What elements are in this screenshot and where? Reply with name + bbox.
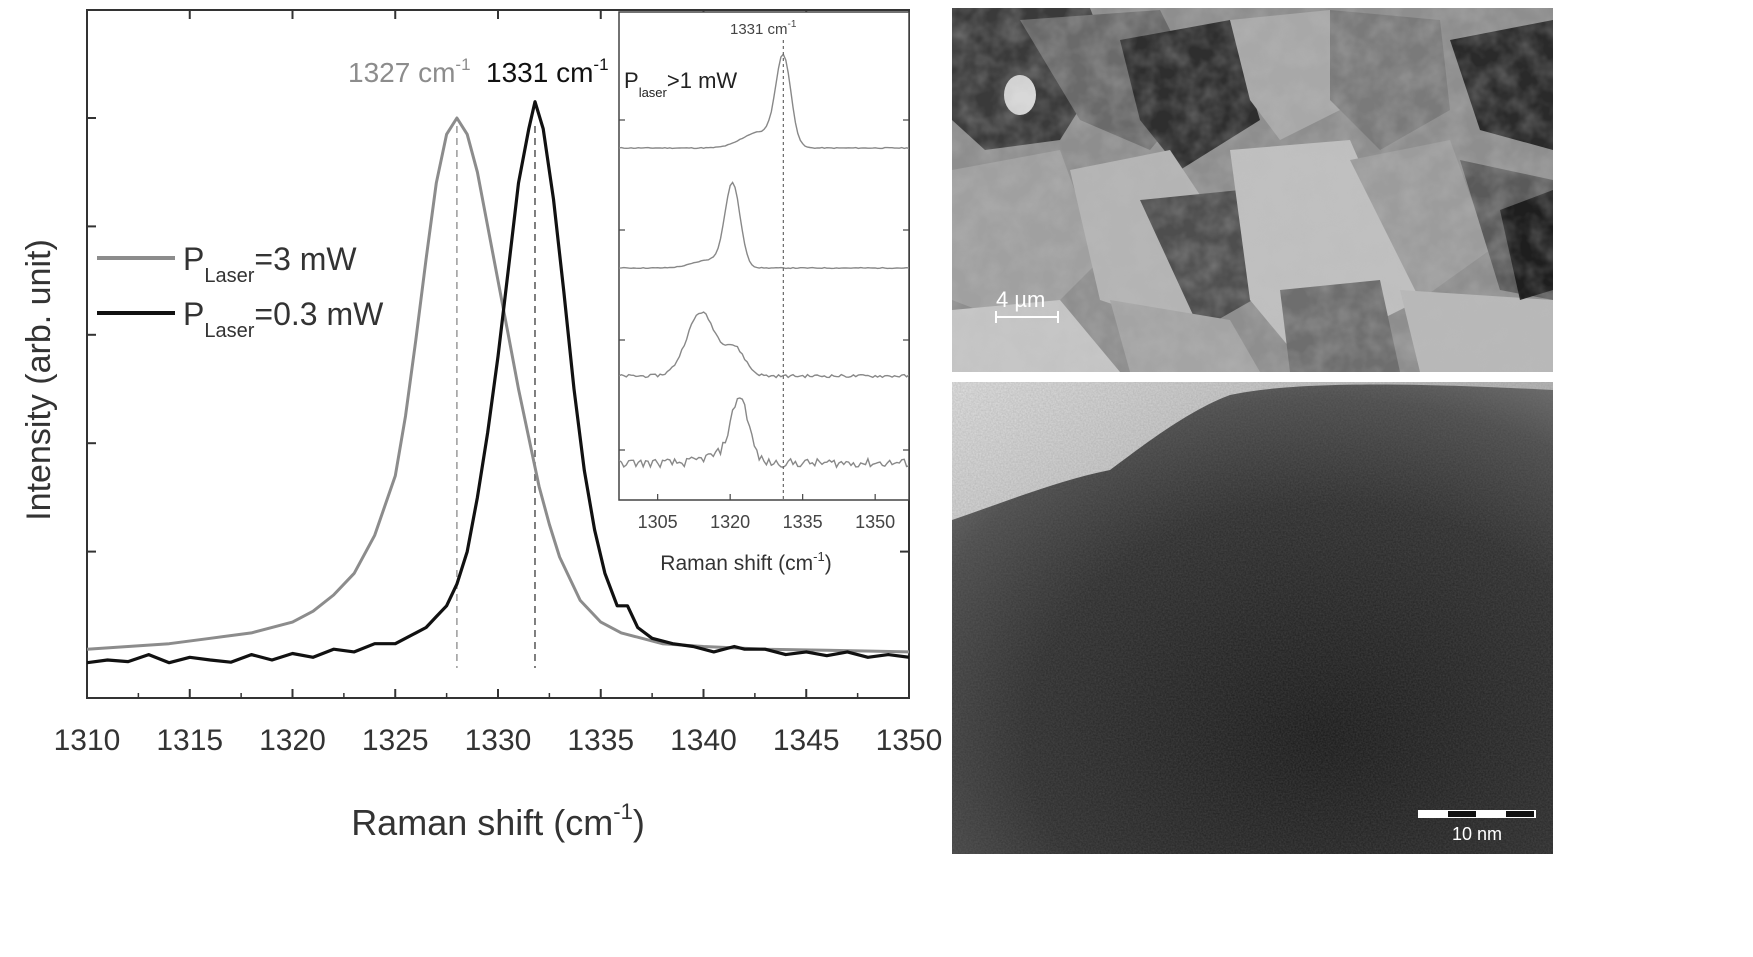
peak-label-0-3mw: 1331 cm-1 <box>486 55 609 88</box>
legend-label-3mw: PLaser=3 mW <box>183 241 357 287</box>
peak-label-3mw: 1327 cm-1 <box>348 55 471 88</box>
main-x-tick-label: 1335 <box>567 724 634 757</box>
main-x-tick-label: 1325 <box>362 724 429 757</box>
main-series-line-1 <box>87 100 909 665</box>
inset-x-tick-label: 1350 <box>855 512 895 532</box>
sem-micrograph: 4 µm <box>952 8 1553 372</box>
tem-micrograph: 10 nm <box>952 382 1553 854</box>
inset-plot-frame <box>618 11 910 501</box>
main-x-tick-label: 1320 <box>259 724 326 757</box>
inset-peak-label: 1331 cm-1 <box>730 19 797 38</box>
y-axis-label: Intensity (arb. unit) <box>20 239 58 521</box>
inset-x-tick-label: 1305 <box>638 512 678 532</box>
main-x-tick-label: 1315 <box>156 724 223 757</box>
raman-inset-chart: 1305 1320 1335 1350 1331 cm-1 Plaser>1 mW R… <box>618 11 910 575</box>
main-x-tick-label: 1310 <box>54 724 121 757</box>
sem-scale-label: 4 µm <box>996 287 1045 312</box>
inset-series-group <box>619 52 909 469</box>
inset-y-ticks <box>619 119 909 451</box>
inset-series-line-3 <box>619 397 909 469</box>
inset-legend: Plaser>1 mW <box>624 68 737 100</box>
main-x-tick-label: 1350 <box>876 724 943 757</box>
inset-background <box>619 12 909 500</box>
inset-x-tick-label: 1320 <box>710 512 750 532</box>
main-x-tick-label: 1330 <box>465 724 532 757</box>
tem-scale-bar <box>1418 810 1536 818</box>
main-series-group <box>87 100 909 665</box>
raman-main-chart: 1310 1315 1320 1325 1330 1335 1340 1345 1350 Int… <box>20 9 943 843</box>
main-x-ticks: 1310 1315 1320 1325 1330 1335 1340 1345 1350 <box>54 10 943 757</box>
x-axis-label: Raman shift (cm-1) <box>351 799 645 843</box>
main-peak-reference-lines <box>456 126 536 668</box>
main-x-tick-label: 1340 <box>670 724 737 757</box>
inset-x-tick-label: 1335 <box>783 512 823 532</box>
tem-scale-label: 10 nm <box>1452 824 1502 844</box>
inset-series-line-1 <box>619 181 909 270</box>
main-legend: PLaser=3 mW PLaser=0.3 mW <box>97 241 384 342</box>
inset-series-line-0 <box>619 52 909 150</box>
inset-series-line-2 <box>619 311 909 379</box>
legend-label-0-3mw: PLaser=0.3 mW <box>183 296 384 342</box>
inset-x-axis-label: Raman shift (cm-1) <box>660 549 831 575</box>
main-series-line-0 <box>87 116 909 654</box>
main-x-tick-label: 1345 <box>773 724 840 757</box>
inset-x-ticks: 1305 1320 1335 1350 <box>638 494 895 532</box>
